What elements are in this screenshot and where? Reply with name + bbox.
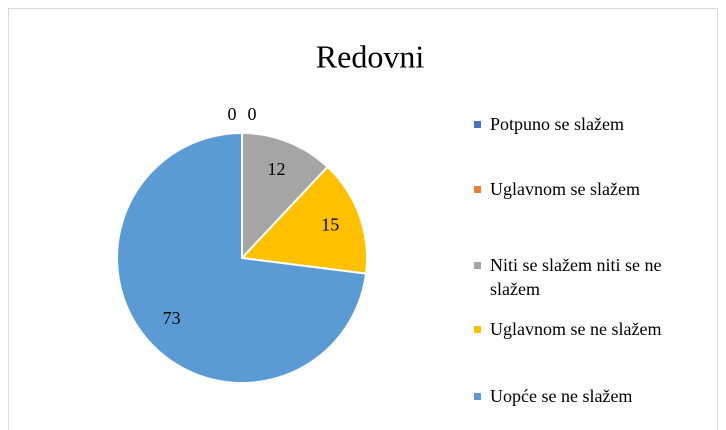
legend-label: Uglavnom se ne slažem (490, 319, 662, 339)
data-label: 15 (321, 214, 339, 234)
legend-label: Uopće se ne slažem (490, 386, 633, 406)
chart-title: Redovni (316, 38, 425, 74)
pie-slice (241, 131, 329, 261)
legend-label: Niti se slažem niti se ne slažem (490, 255, 662, 299)
legend-entry: Uglavnom se ne slažem (474, 317, 674, 341)
data-label: 0 (248, 104, 257, 124)
legend-swatch (474, 186, 481, 193)
legend-swatch (474, 121, 481, 128)
data-label: 73 (163, 308, 181, 328)
pie-slice (239, 165, 368, 275)
legend-label: Uglavnom se slažem (490, 179, 640, 199)
legend-entry: Uopće se ne slažem (474, 384, 674, 408)
legend-swatch (474, 262, 481, 269)
legend-entry: Niti se slažem niti se ne slažem (474, 253, 674, 301)
pie-slice (116, 131, 368, 384)
legend-swatch (474, 326, 481, 333)
data-label: 0 (228, 104, 237, 124)
legend-swatch (474, 393, 481, 400)
legend-label: Potpuno se slažem (490, 114, 624, 134)
legend-entry: Potpuno se slažem (474, 112, 674, 136)
data-label: 12 (268, 159, 286, 179)
legend-entry: Uglavnom se slažem (474, 177, 674, 201)
